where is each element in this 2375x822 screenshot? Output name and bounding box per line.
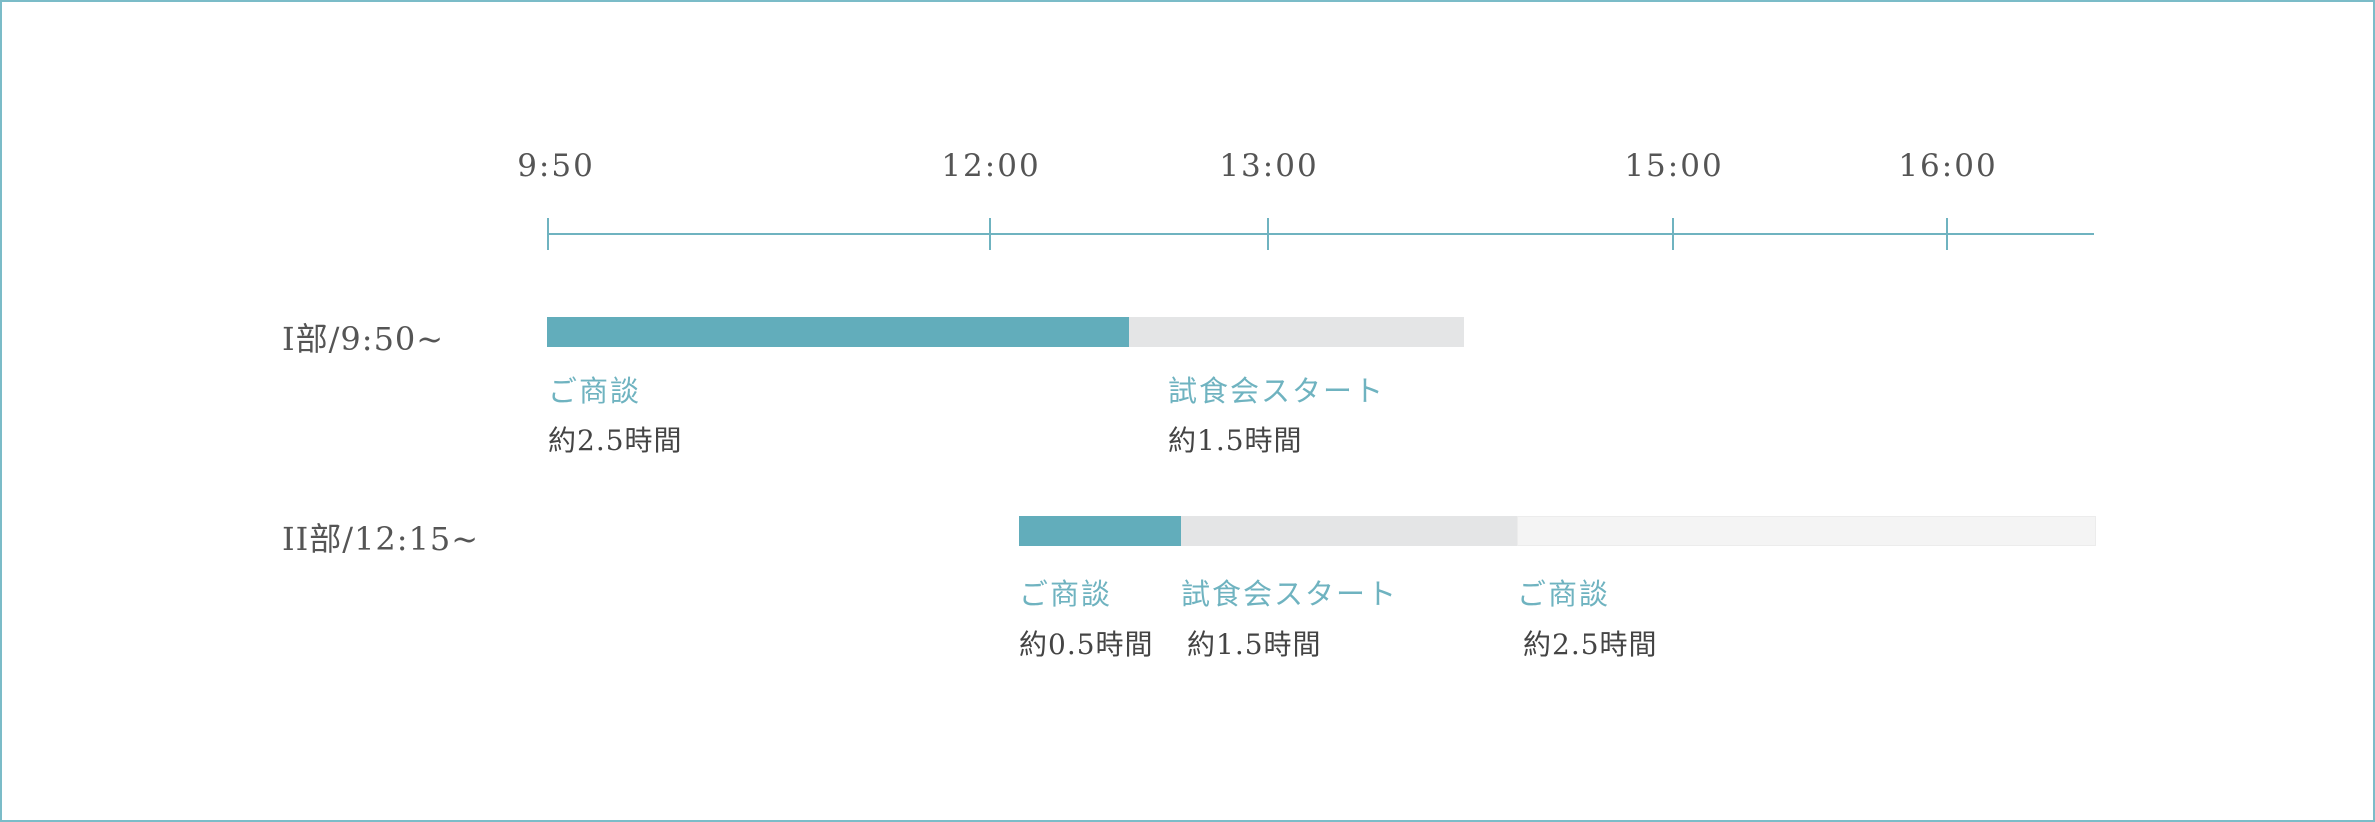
part1-bar-tasting — [1129, 317, 1464, 347]
part1-segment2-duration: 約1.5時間 — [1168, 424, 1303, 457]
axis-tick-label-1600: 16:00 — [1898, 148, 1998, 184]
part1-segment1-name: ご商談 — [548, 374, 642, 408]
axis-tick — [989, 218, 991, 250]
part2-segment3-name: ご商談 — [1517, 577, 1611, 611]
axis-tick — [547, 218, 549, 250]
axis-tick — [1267, 218, 1269, 250]
part1-segment2-name: 試食会スタート — [1168, 374, 1386, 408]
part2-bar-tasting — [1181, 516, 1517, 546]
part1-segment1-duration: 約2.5時間 — [548, 424, 683, 457]
part2-segment2-name: 試食会スタート — [1181, 577, 1399, 611]
part2-segment3-duration: 約2.5時間 — [1523, 628, 1658, 661]
axis-tick — [1946, 218, 1948, 250]
part2-bar-negotiation — [1019, 516, 1181, 546]
axis-tick — [1672, 218, 1674, 250]
axis-tick-label-1500: 15:00 — [1624, 148, 1724, 184]
part2-label: II部/12:15~ — [282, 520, 480, 558]
axis-tick-label-950: 9:50 — [517, 148, 595, 184]
axis-tick-label-1300: 13:00 — [1219, 148, 1319, 184]
part2-segment2-duration: 約1.5時間 — [1187, 628, 1322, 661]
part2-bar-negotiation2 — [1517, 516, 2096, 546]
part2-segment1-duration: 約0.5時間 — [1019, 628, 1154, 661]
timeline-axis — [547, 233, 2094, 235]
part1-bar-negotiation — [547, 317, 1129, 347]
axis-tick-label-1200: 12:00 — [941, 148, 1041, 184]
part2-segment1-name: ご商談 — [1019, 577, 1113, 611]
part1-label: I部/9:50~ — [282, 320, 445, 358]
